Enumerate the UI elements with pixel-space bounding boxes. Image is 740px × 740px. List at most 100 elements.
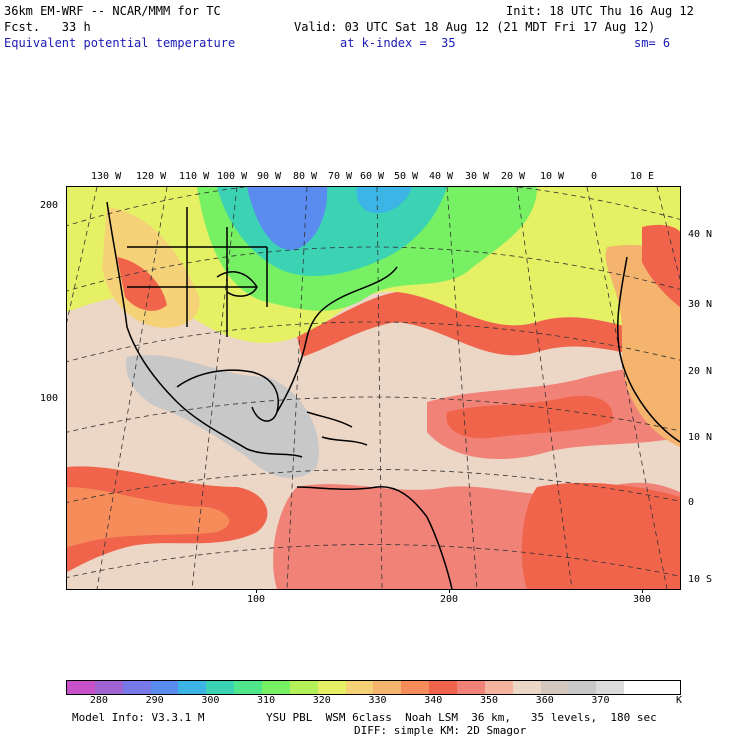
latitude-line (67, 187, 680, 227)
colorbar-swatch (317, 681, 346, 694)
longitude-label: 10 E (630, 171, 655, 182)
colorbar-swatch (94, 681, 123, 694)
longitude-label: 100 W (217, 171, 248, 182)
grid-label-bottom-200: 200 (440, 594, 459, 605)
colorbar-label: 350 (479, 695, 499, 706)
colorbar-swatch (540, 681, 569, 694)
longitude-label: 40 W (429, 171, 454, 182)
longitude-label: 90 W (257, 171, 282, 182)
colorbar-swatch (206, 681, 235, 694)
labrador-cyan-region (356, 187, 412, 214)
colorbar-label: 290 (145, 695, 164, 706)
colorbar-label: 370 (591, 695, 610, 706)
colorbar (66, 680, 681, 695)
longitude-label: 110 W (179, 171, 210, 182)
pacific-itcz-orange (67, 487, 230, 547)
longitude-label: 120 W (136, 171, 167, 182)
colorbar-swatch (484, 681, 513, 694)
gulf-gray-region (126, 354, 319, 478)
physics-options-line2: DIFF: simple KM: 2D Smagor (354, 724, 527, 737)
state-borders (127, 207, 268, 337)
hudson-blue-region (247, 187, 328, 250)
tick-mark (449, 588, 450, 593)
colorbar-label: 300 (201, 695, 220, 706)
central-atlantic-red-core (446, 395, 613, 439)
map-panel (66, 186, 681, 590)
colorbar-swatch (234, 681, 263, 694)
colorbar-swatch (67, 681, 95, 694)
colorbar-swatch (401, 681, 430, 694)
colorbar-swatch (262, 681, 290, 694)
atlantic-red-ridge (297, 292, 680, 362)
colorbar-swatch (429, 681, 458, 694)
tick-mark (642, 588, 643, 593)
latitude-label: 10 S (688, 574, 713, 585)
colorbar-swatch (373, 681, 402, 694)
great-lakes (216, 271, 258, 297)
colorbar-swatch (345, 681, 374, 694)
smoothing-value: sm= 6 (634, 36, 671, 50)
grid-label-bottom-100: 100 (247, 594, 266, 605)
longitude-line (286, 187, 308, 589)
graticule (67, 187, 680, 589)
latitude-label: 40 N (688, 229, 713, 240)
longitude-label: 20 W (501, 171, 526, 182)
longitude-label: 30 W (465, 171, 490, 182)
latitude-line (67, 396, 680, 433)
colorbar-swatch (596, 681, 625, 694)
cuba-hispaniola (306, 411, 368, 446)
colorbar-label: 280 (89, 695, 108, 706)
latitude-label: 20 N (688, 366, 713, 377)
pacific-coast (106, 201, 303, 458)
colorbar-swatch (122, 681, 151, 694)
latitude-line (67, 321, 680, 363)
colorbar-label: 310 (257, 695, 276, 706)
latitude-line (67, 246, 680, 292)
colorbar-label: 340 (424, 695, 443, 706)
coastlines (106, 201, 680, 589)
longitude-line (446, 187, 478, 589)
grid-label-left-200: 200 (40, 200, 59, 211)
latitude-line (67, 469, 680, 503)
colorbar-label: 360 (535, 695, 554, 706)
longitude-label: 130 W (91, 171, 122, 182)
latitude-line (67, 544, 680, 578)
colorbar-unit: K (676, 695, 683, 706)
colorbar-swatch (150, 681, 179, 694)
level-index: at k-index = 35 (340, 36, 456, 50)
grid-label-left-100: 100 (40, 393, 59, 404)
longitude-label: 50 W (394, 171, 419, 182)
valid-time: Valid: 03 UTC Sat 18 Aug 12 (21 MDT Fri … (294, 20, 656, 34)
south-america-coast (296, 486, 453, 589)
theta-e-field-map (67, 187, 680, 589)
tick-mark (256, 588, 257, 593)
colorbar-label: 320 (312, 695, 331, 706)
colorbar-swatch (178, 681, 207, 694)
longitude-label: 80 W (293, 171, 318, 182)
great-basin-red-region (117, 257, 167, 311)
init-time: Init: 18 UTC Thu 16 Aug 12 (506, 4, 694, 18)
africa-orange-region (605, 245, 680, 447)
latitude-label: 10 N (688, 432, 713, 443)
longitude-line (516, 187, 573, 589)
longitude-line (376, 187, 383, 589)
longitude-label: 10 W (540, 171, 565, 182)
colorbar-swatch (652, 681, 680, 694)
colorbar-swatch (624, 681, 653, 694)
colorbar-label: 330 (368, 695, 387, 706)
model-title: 36km EM-WRF -- NCAR/MMM for TC (4, 4, 221, 18)
colorbar-swatch (457, 681, 485, 694)
latitude-label: 30 N (688, 299, 713, 310)
gulf-coast (176, 369, 279, 422)
longitude-label: 70 W (328, 171, 353, 182)
grid-label-bottom-300: 300 (633, 594, 652, 605)
us-east-coast (276, 266, 398, 413)
model-info: Model Info: V3.3.1 M (72, 711, 205, 724)
africa-coast (617, 256, 680, 443)
colorbar-swatch (512, 681, 541, 694)
longitude-line (191, 187, 238, 589)
latitude-label: 0 (688, 497, 695, 508)
physics-options-line1: YSU PBL WSM 6class Noah LSM 36 km, 35 le… (266, 711, 657, 724)
field-name: Equivalent potential temperature (4, 36, 236, 50)
